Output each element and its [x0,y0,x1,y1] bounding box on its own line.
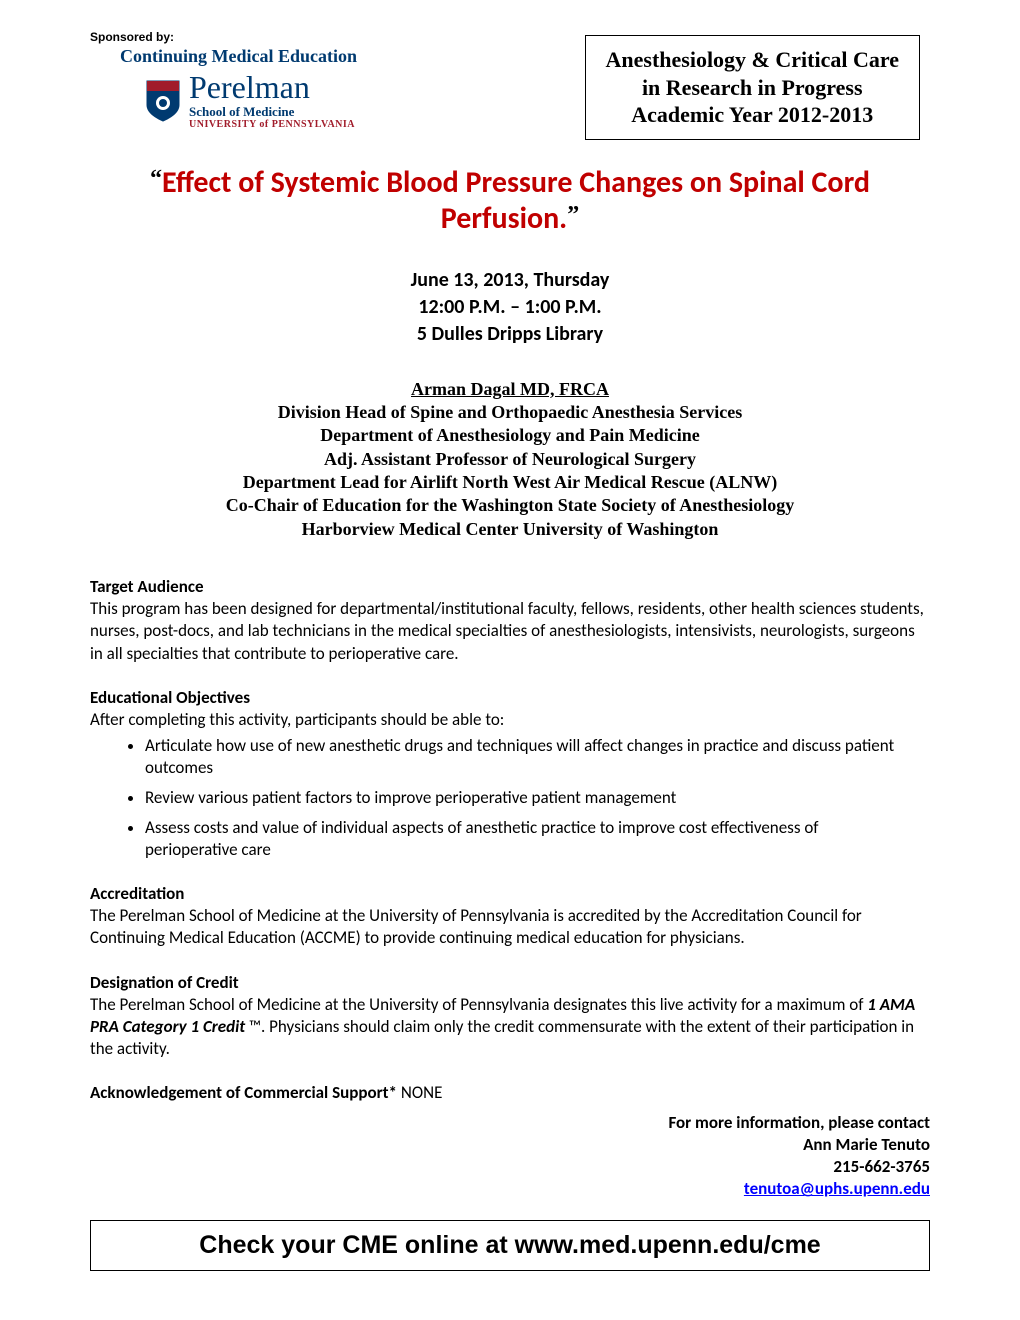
accreditation-heading: Accreditation [90,883,930,905]
objectives-heading: Educational Objectives [90,687,930,709]
contact-phone: 215-662-3765 [90,1156,930,1178]
presentation-title: “Effect of Systemic Blood Pressure Chang… [120,165,900,237]
contact-intro: For more information, please contact [90,1112,930,1134]
event-location: 5 Dulles Dripps Library [90,321,930,348]
designation-section: Designation of Credit The Perelman Schoo… [90,972,930,1060]
title-text: Effect of Systemic Blood Pressure Change… [162,164,870,237]
objectives-section: Educational Objectives After completing … [90,687,930,862]
acknowledgement-section: Acknowledgement of Commercial Support* N… [90,1082,930,1104]
target-audience-body: This program has been designed for depar… [90,598,930,664]
header-box-line3: Academic Year 2012-2013 [606,101,900,129]
event-meta: June 13, 2013, Thursday 12:00 P.M. – 1:0… [90,267,930,348]
contact-name: Ann Marie Tenuto [90,1134,930,1156]
logo-main: Perelman [189,71,355,103]
designation-pre: The Perelman School of Medicine at the U… [90,994,867,1015]
accreditation-section: Accreditation The Perelman School of Med… [90,883,930,949]
accreditation-body: The Perelman School of Medicine at the U… [90,905,930,949]
speaker-title-3: Department Lead for Airlift North West A… [90,471,930,494]
target-audience-section: Target Audience This program has been de… [90,576,930,664]
event-time: 12:00 P.M. – 1:00 P.M. [90,294,930,321]
open-quote: “ [150,166,162,192]
sponsor-block: Sponsored by: Continuing Medical Educati… [90,30,357,130]
objective-item-2: Assess costs and value of individual asp… [145,817,930,861]
designation-body: The Perelman School of Medicine at the U… [90,994,930,1060]
header-box-line1: Anesthesiology & Critical Care [606,46,900,74]
objectives-list: Articulate how use of new anesthetic dru… [145,735,930,861]
header-box: Anesthesiology & Critical Care in Resear… [585,35,921,140]
objectives-intro: After completing this activity, particip… [90,709,930,731]
speaker-title-4: Co-Chair of Education for the Washington… [90,494,930,517]
speaker-title-0: Division Head of Spine and Orthopaedic A… [90,401,930,424]
header-row: Sponsored by: Continuing Medical Educati… [90,30,930,140]
event-date: June 13, 2013, Thursday [90,267,930,294]
acknowledgement-value: NONE [401,1082,443,1103]
logo-sub1: School of Medicine [189,105,355,118]
objective-item-0: Articulate how use of new anesthetic dru… [145,735,930,779]
contact-block: For more information, please contact Ann… [90,1112,930,1200]
acknowledgement-heading: Acknowledgement of Commercial Support* [90,1082,397,1103]
logo-sub2: UNIVERSITY of PENNSYLVANIA [189,120,355,130]
cme-line: Continuing Medical Education [120,46,357,67]
speaker-block: Arman Dagal MD, FRCA Division Head of Sp… [90,378,930,542]
objective-item-1: Review various patient factors to improv… [145,787,930,809]
logo-text: Perelman School of Medicine UNIVERSITY o… [189,71,355,130]
header-box-line2: in Research in Progress [606,74,900,102]
contact-email-link[interactable]: tenutoa@uphs.upenn.edu [744,1178,930,1199]
speaker-title-1: Department of Anesthesiology and Pain Me… [90,424,930,447]
shield-icon [145,79,181,123]
close-quote: ” [567,202,579,228]
designation-heading: Designation of Credit [90,972,930,994]
perelman-logo: Perelman School of Medicine UNIVERSITY o… [145,71,357,130]
footer-box: Check your CME online at www.med.upenn.e… [90,1220,930,1271]
speaker-title-5: Harborview Medical Center University of … [90,518,930,541]
footer-text: Check your CME online at www.med.upenn.e… [199,1231,820,1259]
speaker-name: Arman Dagal MD, FRCA [90,378,930,401]
target-audience-heading: Target Audience [90,576,930,598]
speaker-title-2: Adj. Assistant Professor of Neurological… [90,448,930,471]
sponsor-label: Sponsored by: [90,30,357,44]
